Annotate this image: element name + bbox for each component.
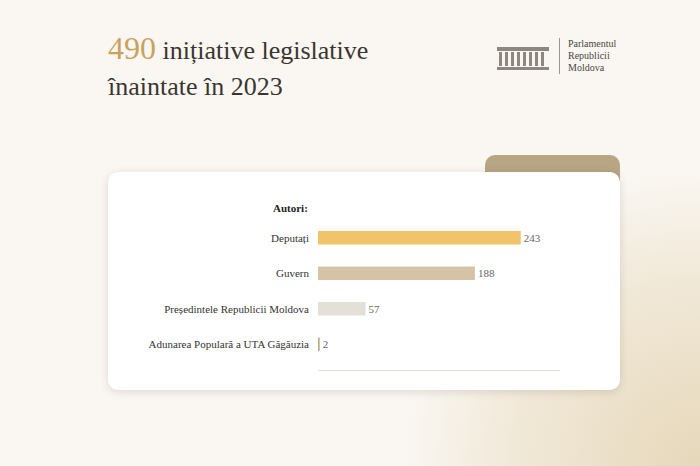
html-text:490 inițiative legislative: 490 inițiative legislative: [108, 30, 369, 66]
svg-text:2: 2: [323, 338, 329, 350]
html-text:înaintate în 2023: înaintate în 2023: [108, 72, 283, 101]
svg-text:Adunarea Populară a UTA Găgăuz: Adunarea Populară a UTA Găgăuzia: [149, 338, 310, 350]
svg-text:Președintele Republicii Moldov: Președintele Republicii Moldova: [164, 303, 309, 315]
svg-text:57: 57: [369, 303, 381, 315]
svg-text:Autori:: Autori:: [273, 202, 308, 214]
svg-text:Guvern: Guvern: [276, 267, 309, 279]
svg-text:Deputați: Deputați: [271, 232, 309, 244]
svg-text:243: 243: [524, 232, 541, 244]
html-text:Parlamentul: Parlamentul: [568, 38, 617, 49]
svg-text:188: 188: [478, 267, 495, 279]
html-text:Moldova: Moldova: [568, 62, 605, 73]
html-text:Republicii: Republicii: [568, 50, 610, 61]
